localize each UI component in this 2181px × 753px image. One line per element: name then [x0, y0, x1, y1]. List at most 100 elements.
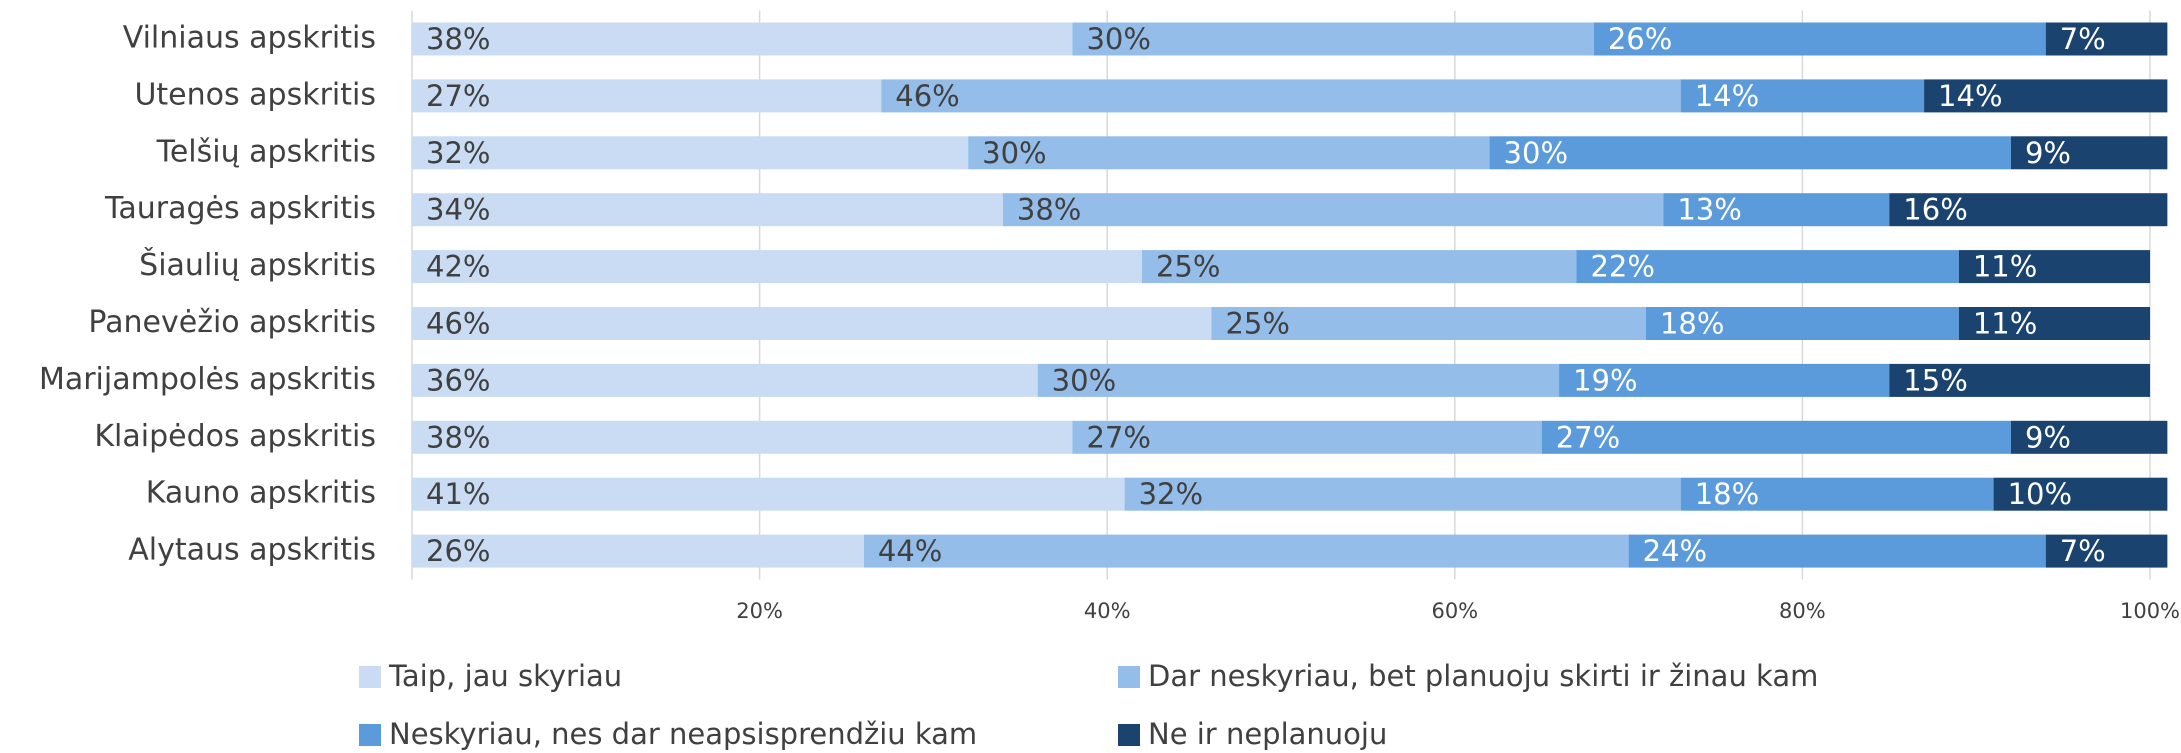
data-label: 11%: [1973, 250, 2037, 284]
legend-label: Dar neskyriau, bet planuoju skirti ir ži…: [1148, 659, 1818, 693]
bar-segment: [412, 534, 864, 568]
data-label: 32%: [1139, 477, 1203, 511]
data-label: 41%: [426, 477, 490, 511]
y-tick-label: Alytaus apskritis: [128, 533, 376, 568]
data-label: 7%: [2060, 534, 2106, 568]
data-label: 27%: [1086, 420, 1150, 454]
bar-segment: [1645, 307, 1959, 340]
bar-segment: [412, 420, 1073, 454]
bar-segment: [1663, 193, 1890, 227]
data-label: 38%: [426, 22, 490, 56]
bar-segment: [1889, 193, 2168, 227]
bar-segment: [1072, 22, 1594, 56]
bar-segment: [881, 79, 1681, 113]
data-label: 13%: [1677, 193, 1741, 227]
bar-segment: [1002, 193, 1664, 227]
bar-segment: [2045, 22, 2168, 56]
y-tick-label: Klaipėdos apskritis: [94, 419, 376, 454]
y-tick-label: Šiaulių apskritis: [139, 246, 376, 283]
data-label: 25%: [1225, 307, 1289, 341]
bar-segment: [412, 250, 1142, 284]
bar-segment: [1680, 79, 1925, 113]
bar-segment: [1680, 477, 1994, 511]
bar-segment: [863, 534, 1629, 568]
bar-segment: [412, 136, 969, 170]
data-label: 14%: [1938, 79, 2002, 113]
data-label: 26%: [1608, 22, 1672, 56]
bar-segment: [412, 477, 1125, 511]
data-label: 46%: [426, 307, 490, 341]
data-label: 18%: [1695, 477, 1759, 511]
bar-segment: [1593, 22, 2046, 56]
bar-segment: [1037, 363, 1560, 397]
bar-segment: [1958, 307, 2150, 340]
x-tick-label: 20%: [736, 599, 783, 623]
data-label: 30%: [1504, 136, 1568, 170]
legend-swatch: [359, 724, 381, 746]
data-label: 34%: [426, 193, 490, 227]
data-label: 18%: [1660, 307, 1724, 341]
data-label: 30%: [982, 136, 1046, 170]
data-label: 11%: [1973, 307, 2037, 341]
bar-segment: [1141, 250, 1577, 284]
data-label: 42%: [426, 250, 490, 284]
bar-segment: [2045, 534, 2168, 568]
data-label: 22%: [1590, 250, 1654, 284]
data-label: 46%: [895, 79, 959, 113]
data-label: 15%: [1903, 363, 1967, 397]
bar-segment: [1958, 250, 2150, 284]
bar-segment: [1541, 420, 2011, 454]
data-label: 19%: [1573, 363, 1637, 397]
bar-segment: [1124, 477, 1681, 511]
data-label: 44%: [878, 534, 942, 568]
data-label: 25%: [1156, 250, 1220, 284]
legend-label: Neskyriau, nes dar neapsisprendžiu kam: [389, 717, 977, 751]
y-tick-label: Vilniaus apskritis: [123, 21, 376, 56]
data-label: 14%: [1695, 79, 1759, 113]
bar-segment: [412, 22, 1073, 56]
data-label: 16%: [1903, 193, 1967, 227]
y-tick-label: Tauragės apskritis: [104, 191, 376, 226]
data-label: 38%: [1017, 193, 1081, 227]
data-label: 36%: [426, 363, 490, 397]
data-label: 26%: [426, 534, 490, 568]
x-tick-label: 80%: [1779, 599, 1826, 623]
data-label: 7%: [2060, 22, 2106, 56]
data-label: 27%: [1556, 420, 1620, 454]
bar-segment: [1072, 420, 1542, 454]
legend-swatch: [1118, 666, 1140, 688]
bar-segment: [2010, 420, 2168, 454]
bar-segment: [1489, 136, 2011, 170]
y-tick-label: Telšių apskritis: [156, 134, 376, 169]
data-label: 9%: [2025, 136, 2071, 170]
data-label: 30%: [1052, 363, 1116, 397]
data-label: 27%: [426, 79, 490, 113]
bar-segment: [412, 307, 1212, 340]
bar-segment: [1628, 534, 2046, 568]
legend-swatch: [1118, 724, 1140, 746]
bar-segment: [1211, 307, 1646, 340]
data-label: 9%: [2025, 420, 2071, 454]
data-label: 30%: [1086, 22, 1150, 56]
bar-segment: [412, 79, 882, 113]
bar-segment: [2010, 136, 2168, 170]
data-label: 24%: [1643, 534, 1707, 568]
x-tick-label: 100%: [2120, 599, 2180, 623]
x-tick-label: 60%: [1431, 599, 1478, 623]
y-tick-label: Marijampolės apskritis: [39, 362, 376, 397]
bar-segment: [1576, 250, 1959, 284]
bar-segment: [412, 193, 1003, 227]
data-label: 38%: [426, 420, 490, 454]
data-label: 32%: [426, 136, 490, 170]
bar-segment: [1889, 363, 2150, 397]
bar-segment: [968, 136, 1490, 170]
data-label: 10%: [2008, 477, 2072, 511]
y-tick-label: Panevėžio apskritis: [88, 305, 376, 340]
legend-label: Ne ir neplanuoju: [1148, 717, 1387, 751]
legend-label: Taip, jau skyriau: [388, 659, 622, 693]
y-tick-label: Kauno apskritis: [146, 476, 376, 511]
legend-swatch: [359, 666, 381, 688]
bar-segment: [1993, 477, 2168, 511]
y-tick-label: Utenos apskritis: [134, 77, 376, 112]
